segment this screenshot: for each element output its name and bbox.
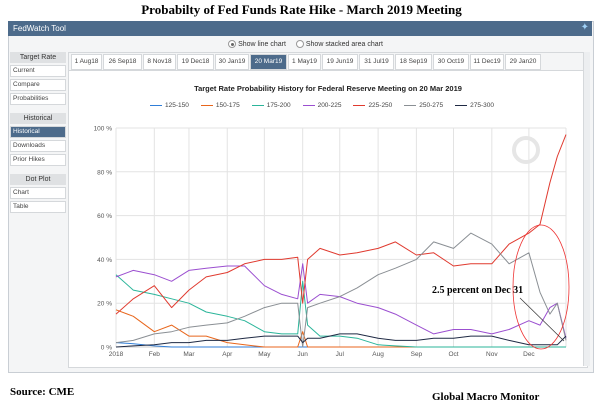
- tab-29-jan20[interactable]: 29 Jan20: [505, 54, 541, 70]
- legend-item[interactable]: 225-250: [353, 102, 392, 109]
- series-line-200-225: [115, 263, 567, 339]
- scrollbar[interactable]: [583, 52, 590, 366]
- sidebar-item-probabilities[interactable]: Probabilities: [10, 93, 66, 105]
- tab-30-jan19[interactable]: 30 Jan19: [215, 54, 249, 70]
- series-line-275-300: [115, 333, 567, 348]
- legend-swatch: [150, 104, 162, 107]
- x-tick-label: Nov: [486, 351, 498, 358]
- legend-label: 150-175: [215, 102, 240, 109]
- tab-26-sep18[interactable]: 26 Sep18: [103, 54, 142, 70]
- sidebar: Target Rate Current Compare Probabilities Hi…: [10, 52, 66, 215]
- legend-swatch: [302, 104, 315, 107]
- sidebar-item-table[interactable]: Table: [10, 201, 66, 213]
- legend-item[interactable]: 275-300: [455, 102, 494, 109]
- x-tick-label: May: [258, 351, 271, 358]
- x-tick-label: Mar: [183, 351, 195, 358]
- chart-type-radios: Show line chart Show stacked area chart: [0, 40, 603, 48]
- tab-1-aug18[interactable]: 1 Aug18: [71, 54, 102, 70]
- source-note: Source: CME: [10, 386, 75, 398]
- legend-label: 175-200: [266, 102, 291, 109]
- tab-18-sep19[interactable]: 18 Sep19: [395, 54, 432, 70]
- y-tick-label: 0 %: [101, 345, 112, 352]
- x-tick-label: Jul: [336, 351, 345, 358]
- x-tick-label: Feb: [149, 351, 161, 358]
- series-line-225-250: [115, 134, 567, 315]
- twitter-bird-icon[interactable]: ✦: [580, 22, 589, 33]
- annotation-arrow: [519, 297, 565, 342]
- x-tick-label: Aug: [372, 351, 384, 358]
- x-tick-label: Oct: [448, 351, 458, 358]
- tab-11-dec19[interactable]: 11 Dec19: [470, 54, 504, 70]
- tab-20-mar19[interactable]: 20 Mar19: [250, 54, 287, 70]
- legend-swatch: [251, 104, 264, 107]
- line-chart-radio[interactable]: [228, 40, 237, 48]
- area-chart-label[interactable]: Show stacked area chart: [305, 40, 383, 48]
- line-chart-label[interactable]: Show line chart: [238, 40, 286, 48]
- legend-label: 225-250: [368, 102, 393, 109]
- tab-19-dec18[interactable]: 19 Dec18: [177, 54, 214, 70]
- chart-legend: 125-150 150-175 175-200 200-225 225-250 250-2…: [150, 102, 494, 109]
- tab-31-jul19[interactable]: 31 Jul19: [359, 54, 394, 70]
- legend-swatch: [404, 104, 417, 107]
- tab-30-oct19[interactable]: 30 Oct19: [433, 54, 469, 70]
- y-tick-label: 100 %: [94, 126, 113, 133]
- tab-1-may19[interactable]: 1 May19: [288, 54, 321, 70]
- meeting-tabs: 1 Aug18 26 Sep18 8 Nov18 19 Dec18 30 Jan19 20…: [68, 52, 590, 71]
- legend-swatch: [455, 104, 468, 107]
- annotation-text: 2.5 percent on Dec 31: [432, 285, 524, 296]
- sidebar-item-downloads[interactable]: Downloads: [10, 140, 66, 152]
- y-tick-label: 40 %: [97, 257, 112, 264]
- tab-8-nov18[interactable]: 8 Nov18: [143, 54, 176, 70]
- chart-title: Target Rate Probability History for Fede…: [194, 84, 462, 93]
- sidebar-item-historical[interactable]: Historical: [10, 126, 66, 138]
- brand-note: Global Macro Monitor: [432, 391, 540, 403]
- x-tick-label: Apr: [222, 351, 233, 358]
- legend-item[interactable]: 200-225: [302, 102, 342, 109]
- x-tick-label: 2018: [109, 351, 124, 358]
- sidebar-item-prior-hikes[interactable]: Prior Hikes: [10, 154, 66, 166]
- sidebar-item-compare[interactable]: Compare: [10, 79, 66, 91]
- series-line-175-200: [115, 274, 566, 348]
- legend-label: 200-225: [317, 102, 342, 109]
- legend-swatch: [200, 104, 213, 107]
- tool-title: FedWatch Tool: [13, 24, 66, 33]
- legend-item[interactable]: 125-150: [150, 102, 189, 109]
- tool-header: FedWatch Tool: [8, 21, 592, 36]
- series-line-125-150: [115, 342, 566, 348]
- y-tick-label: 20 %: [97, 301, 112, 308]
- area-chart-radio[interactable]: [295, 40, 304, 48]
- legend-item[interactable]: 250-275: [404, 102, 443, 109]
- legend-item[interactable]: 175-200: [251, 102, 291, 109]
- x-tick-label: Jun: [297, 351, 308, 358]
- annotation-ellipse: [512, 224, 570, 350]
- y-tick-label: 80 %: [97, 169, 112, 176]
- sidebar-section-header: Historical: [10, 113, 66, 124]
- legend-item[interactable]: 150-175: [200, 102, 240, 109]
- x-tick-label: Sep: [411, 351, 423, 358]
- legend-label: 250-275: [419, 102, 444, 109]
- sidebar-section-header: Target Rate: [10, 52, 66, 63]
- legend-label: 125-150: [165, 102, 189, 109]
- tab-19-jun19[interactable]: 19 Jun19: [322, 54, 358, 70]
- x-tick-label: Dec: [523, 351, 535, 358]
- legend-swatch: [353, 104, 366, 107]
- y-tick-label: 60 %: [97, 213, 112, 220]
- page-title: Probabilty of Fed Funds Rate Hike - Marc…: [141, 2, 462, 17]
- sidebar-item-chart[interactable]: Chart: [10, 187, 66, 199]
- sidebar-item-current[interactable]: Current: [10, 65, 66, 77]
- sidebar-section-header: Dot Plot: [10, 174, 66, 185]
- legend-label: 275-300: [470, 102, 495, 109]
- watermark-logo-icon: [512, 136, 540, 164]
